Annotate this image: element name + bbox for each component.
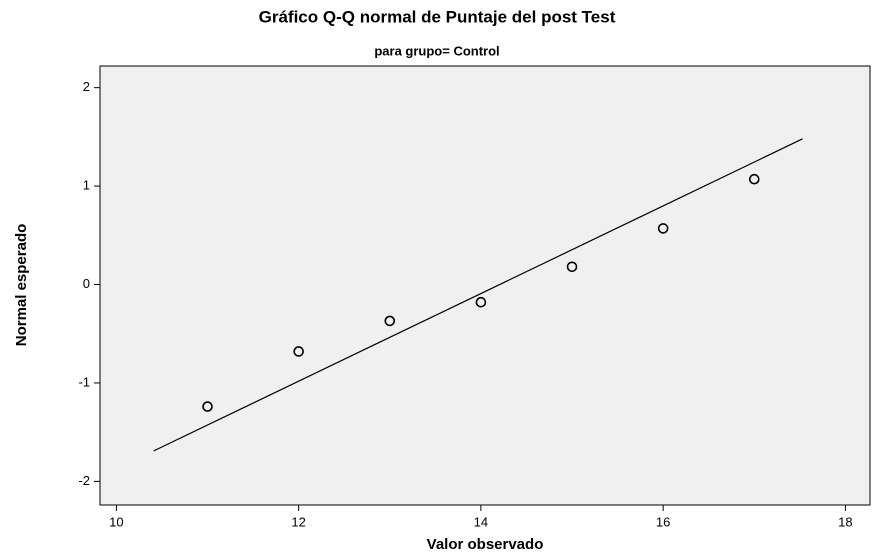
y-tick-label: 2 <box>83 79 90 94</box>
point <box>202 401 213 412</box>
x-tick-label: 16 <box>656 514 670 529</box>
chart-title: Gráfico Q-Q normal de Puntaje del post T… <box>259 7 616 26</box>
x-tick-label: 12 <box>291 514 305 529</box>
point <box>384 315 396 327</box>
point <box>566 261 578 273</box>
x-tick-label: 10 <box>109 514 123 529</box>
x-axis-label: Valor observado <box>427 536 544 553</box>
point <box>657 223 669 234</box>
x-tick-label: 14 <box>474 514 488 529</box>
y-tick-label: 0 <box>83 276 90 291</box>
y-tick-label: 1 <box>83 178 90 193</box>
reference-line <box>153 138 803 452</box>
point <box>748 173 760 185</box>
point <box>293 346 304 357</box>
y-axis-label: Normal esperado <box>13 224 30 347</box>
x-tick-label: 18 <box>838 514 852 529</box>
plot-area <box>99 65 871 506</box>
y-tick-label: -2 <box>78 473 90 488</box>
point <box>475 296 487 308</box>
y-tick-label: -1 <box>78 374 90 389</box>
chart-subtitle: para grupo= Control <box>374 43 499 58</box>
